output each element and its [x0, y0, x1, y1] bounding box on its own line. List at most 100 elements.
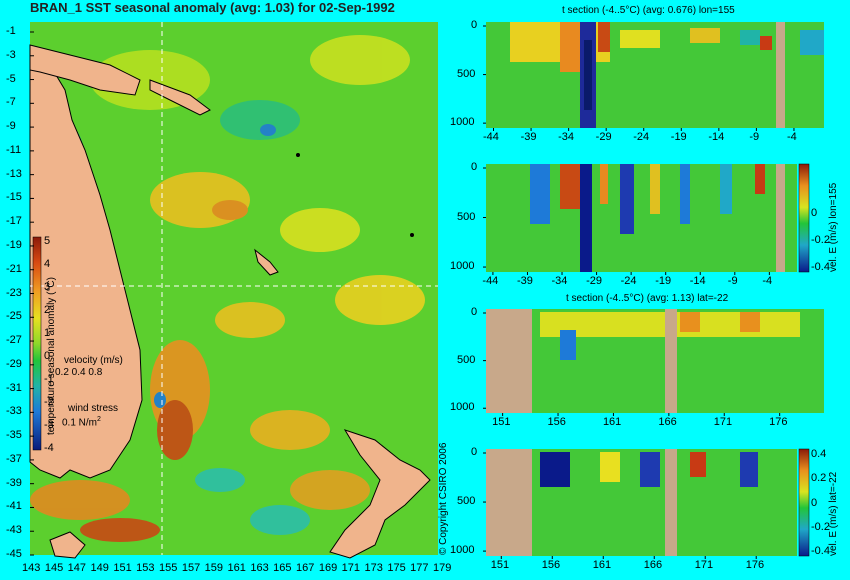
- map-colorbar-tick-label: 2: [44, 304, 51, 316]
- panel-4-y-tick-label: 0: [471, 446, 478, 458]
- panel-1-y-tick-label: 500: [457, 67, 476, 80]
- new-zealand-landmass: [329, 429, 431, 559]
- map-lat-tick-label: -1: [6, 25, 16, 37]
- map-lon-tick-label: 163: [250, 562, 269, 574]
- map-lon-tick-label: 151: [113, 562, 132, 574]
- map-colorbar-tick-label: 3: [44, 281, 51, 293]
- panel-3-field: [486, 309, 824, 413]
- panel-3-x-tick-label: 176: [769, 416, 788, 428]
- map-lon-tick-label: 175: [387, 562, 406, 574]
- map-lat-tick-label: -37: [6, 452, 22, 465]
- panel-4-side-label: vel. E (m/s) lat=-22: [828, 471, 839, 556]
- map-lon-tick-label: 161: [227, 562, 246, 574]
- panel-2-colorbar-tick-label: -0.2: [811, 233, 830, 246]
- map-lon-tick-label: 153: [136, 562, 155, 574]
- wind-legend-title: wind stress: [68, 403, 119, 414]
- panel-2-x-tick-label: -24: [620, 275, 637, 287]
- panel-1-y-tick-label: 0: [471, 19, 478, 31]
- map-colorbar-tick-label: 4: [44, 258, 51, 270]
- map-lat-tick-label: -3: [6, 48, 16, 61]
- panel-4-field: [486, 449, 797, 556]
- panel-4-colorbar-tick-label: 0.4: [811, 448, 827, 461]
- australia-landmass: [29, 59, 143, 479]
- panel-2-x-tick-label: -14: [689, 275, 706, 287]
- panel-1-x-tick-label: -9: [749, 131, 760, 143]
- map-colorbar-tick-label: -2: [44, 396, 54, 408]
- map-lat-tick-label: -11: [6, 143, 22, 156]
- map-lat-tick-label: -45: [6, 548, 22, 560]
- map-lat-tick-label: -7: [6, 96, 16, 109]
- map-lat-tick-label: -27: [6, 334, 22, 347]
- panel-3-y-tick-label: 500: [457, 353, 476, 366]
- map-lat-tick-label: -19: [6, 238, 22, 251]
- solomon-islands: [149, 79, 211, 116]
- panel-4-y-tick-label: 1000: [450, 544, 475, 557]
- map-lat-tick-label: -43: [6, 524, 22, 537]
- map-lat-tick-label: -33: [6, 405, 22, 418]
- panel-2-colorbar-tick-label: -0.4: [811, 260, 830, 273]
- panel-2-colorbar: [798, 163, 810, 273]
- map-lat-tick-label: -9: [6, 120, 16, 133]
- map-lat-tick-label: -15: [6, 191, 22, 204]
- panel-2-colorbar-tick-label: 0: [811, 206, 818, 219]
- panel-1-x-tick-label: -34: [558, 131, 575, 143]
- map-lon-tick-label: 165: [273, 562, 292, 574]
- panel-4-x-tick-label: 176: [745, 559, 765, 571]
- panel-1-x-tick-label: -24: [633, 131, 650, 143]
- panel-1-x-tick-label: -29: [595, 131, 612, 143]
- map-lat-tick-label: -41: [6, 500, 22, 513]
- map-lon-tick-label: 167: [296, 562, 315, 574]
- map-lon-tick-label: 159: [204, 562, 224, 574]
- map-anomaly-field: [30, 35, 425, 542]
- velocity-legend-scale: 0.2 0.4 0.8: [55, 367, 103, 378]
- panel-2-x-tick-label: -44: [482, 275, 499, 287]
- panel-3-y-tick-label: 1000: [450, 401, 475, 414]
- map-lon-tick-label: 171: [341, 562, 361, 574]
- new-caledonia: [254, 248, 279, 276]
- map-colorbar-tick-label: -1: [44, 373, 54, 385]
- map-lon-tick-label: 143: [22, 562, 41, 574]
- panel-2-x-tick-label: -39: [516, 275, 533, 287]
- panel-2-x-tick-label: -19: [655, 275, 672, 287]
- panel-1-field: [486, 22, 824, 128]
- panel-2-x-tick-label: -9: [727, 275, 738, 287]
- panel-3-x-tick-label: 166: [658, 416, 677, 428]
- panel-4-y-tick-label: 500: [457, 495, 476, 508]
- map-colorbar-tick-label: -4: [44, 442, 54, 454]
- map-lat-tick-label: -17: [6, 215, 22, 228]
- panel-4-colorbar-tick-label: -0.4: [811, 544, 830, 557]
- panel-4-colorbar-tick-label: 0.2: [811, 472, 827, 485]
- map-lat-tick-label: -23: [6, 286, 22, 299]
- map-colorbar-tick-label: -3: [44, 419, 54, 431]
- panel-3-x-tick-label: 151: [492, 416, 511, 428]
- panel-2-y-tick-label: 500: [457, 210, 476, 223]
- map-colorbar-tick-label: 0: [44, 350, 51, 362]
- map-lat-tick-label: -35: [6, 429, 22, 442]
- panel-3-x-tick-label: 156: [547, 416, 566, 428]
- map-lat-tick-label: -21: [6, 262, 22, 275]
- panel-1-title: t section (-4..5°C) (avg: 0.676) lon=155: [562, 5, 735, 16]
- map-lon-tick-label: 145: [44, 562, 64, 574]
- panel-3-x-tick-label: 171: [713, 416, 733, 428]
- map-lon-tick-label: 147: [67, 562, 87, 574]
- map-lon-tick-label: 179: [433, 562, 452, 574]
- panel-2-x-tick-label: -34: [551, 275, 568, 287]
- panel-3-y-tick-label: 0: [471, 306, 478, 318]
- panel-1-x-tick-label: -4: [786, 131, 797, 143]
- map-lat-tick-label: -31: [6, 381, 22, 394]
- panel-4-x-tick-label: 171: [694, 559, 714, 571]
- panel-4-colorbar-tick-label: -0.2: [811, 520, 830, 533]
- panel-4-colorbar: [798, 448, 810, 557]
- map-lon-tick-label: 177: [410, 562, 429, 574]
- map-lat-tick-label: -25: [6, 310, 22, 323]
- panel-4-x-tick-label: 161: [592, 559, 612, 571]
- panel-1-x-tick-label: -14: [708, 131, 725, 143]
- copyright-text: © Copyright CSIRO 2006: [438, 442, 449, 555]
- map-lat-tick-label: -29: [6, 357, 22, 370]
- panel-1-x-tick-label: -39: [520, 131, 537, 143]
- map-lon-tick-label: 157: [181, 562, 201, 574]
- map-colorbar-label: temperature seasonal anomaly (°C): [46, 277, 57, 435]
- map-lon-tick-label: 169: [318, 562, 338, 574]
- panel-2-field: [486, 164, 797, 272]
